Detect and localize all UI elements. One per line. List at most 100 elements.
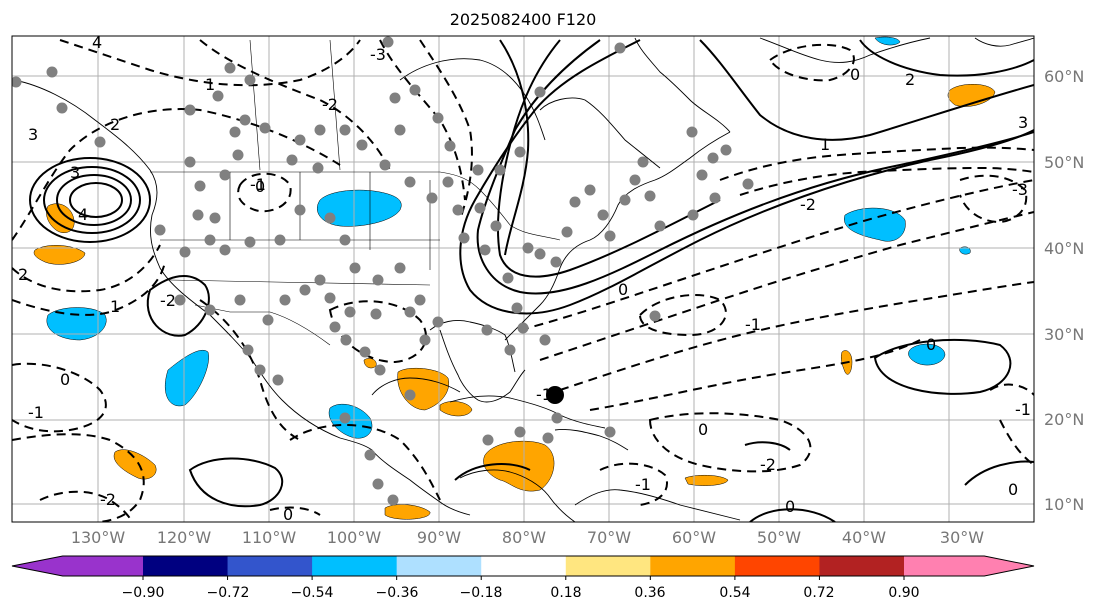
map-frame [11, 35, 1035, 523]
observation-dot [184, 156, 196, 168]
colorbar-segment [650, 556, 736, 576]
contour-positive [749, 508, 836, 522]
contour-negative [559, 281, 1034, 391]
observation-dot [259, 122, 271, 134]
colorbar-segment [143, 556, 229, 576]
observation-dot [637, 156, 649, 168]
observation-dot [324, 292, 336, 304]
observation-dot [46, 66, 58, 78]
contour-negative [959, 174, 1028, 224]
contour-label: 3 [70, 163, 80, 182]
contour-label: 2 [110, 115, 120, 134]
observation-dot [597, 209, 609, 221]
observation-dot [12, 76, 22, 88]
storm-marker [546, 386, 564, 404]
observation-dot [442, 176, 454, 188]
observation-dot [286, 154, 298, 166]
observation-dot [294, 134, 306, 146]
observation-dot [539, 334, 551, 346]
coastline [574, 489, 741, 521]
contour-positive [859, 39, 1034, 77]
shaded-area [684, 475, 729, 486]
contour-label: 0 [255, 177, 265, 196]
colorbar-segment [904, 556, 1034, 576]
lon-label: 80°W [501, 528, 547, 547]
contour-positive [29, 157, 151, 243]
shaded-area [908, 343, 946, 366]
contour-negative [12, 244, 161, 293]
contour-negative [59, 39, 361, 87]
contour-positive [69, 182, 123, 218]
observation-dot [379, 159, 391, 171]
observation-dot [542, 432, 554, 444]
coastline [439, 329, 526, 403]
coastline [634, 37, 731, 133]
contour-label: 0 [618, 280, 628, 299]
colorbar-outline [11, 555, 1035, 577]
observation-dot [709, 192, 721, 204]
contour-negative [289, 424, 441, 501]
lon-label: 110°W [241, 528, 297, 547]
shaded-area [874, 36, 901, 46]
contour-positive [744, 441, 791, 451]
contour-positive [56, 174, 132, 226]
contour-label: -3 [1012, 180, 1028, 199]
contour-negative [237, 172, 292, 213]
contour-positive [146, 274, 210, 337]
contour-negative [12, 108, 341, 241]
contour-label: -1 [1015, 400, 1031, 419]
contour-label: 1 [110, 297, 120, 316]
coastline [449, 395, 606, 429]
contour-label: -1 [250, 175, 266, 194]
observation-dot [212, 90, 224, 102]
contour-label: 0 [1008, 480, 1018, 499]
observation-dot [344, 306, 356, 318]
observation-dot [394, 124, 406, 136]
observation-dot [686, 126, 698, 138]
observation-dot [419, 334, 431, 346]
coastline [371, 377, 461, 396]
lon-label: 40°W [841, 528, 887, 547]
contour-negative [638, 294, 727, 337]
colorbar-segment [312, 556, 398, 576]
contour-label: -2 [100, 490, 116, 509]
observation-dot [432, 112, 444, 124]
colorbar-tick-label: 0.54 [719, 585, 751, 601]
lat-label: 10°N [1044, 495, 1085, 514]
contour-negative [12, 433, 145, 522]
lon-label: 70°W [586, 528, 632, 547]
observation-dot [444, 140, 456, 152]
contour-negative [768, 43, 855, 82]
observation-dot [458, 232, 470, 244]
observation-dot [370, 308, 382, 320]
contour-label: -2 [322, 95, 338, 114]
observation-dot [404, 389, 416, 401]
colorbar-segment [227, 556, 313, 576]
contour-label: 3 [1018, 113, 1028, 132]
contours [29, 39, 1034, 522]
observation-dot [490, 220, 502, 232]
shaded-area [384, 504, 431, 520]
border [194, 304, 331, 346]
observation-dot [262, 314, 274, 326]
contour-positive [188, 457, 284, 508]
observation-dot [339, 234, 351, 246]
contour-labels: 3 2 4 1 -3 -2 -1 0 3 2 4 -2 -1 0 1 -3 -2… [18, 36, 1031, 522]
observation-dot [239, 114, 251, 126]
observation-dot [204, 234, 216, 246]
contour-label: 3 [28, 125, 38, 144]
lon-label: 120°W [156, 528, 212, 547]
coastline [399, 58, 546, 141]
coastline [539, 97, 661, 169]
observation-dot [382, 36, 394, 48]
observation-dot [649, 310, 661, 322]
coastline [459, 469, 576, 522]
contour-negative [599, 462, 668, 506]
lon-label: 90°W [416, 528, 462, 547]
colorbar-tick-label: −0.18 [459, 585, 503, 601]
lat-label: 60°N [1044, 67, 1085, 86]
colorbar-tick-label: 0.18 [550, 585, 582, 601]
observation-dot [502, 272, 514, 284]
border [249, 39, 341, 171]
observation-dot [534, 86, 546, 98]
